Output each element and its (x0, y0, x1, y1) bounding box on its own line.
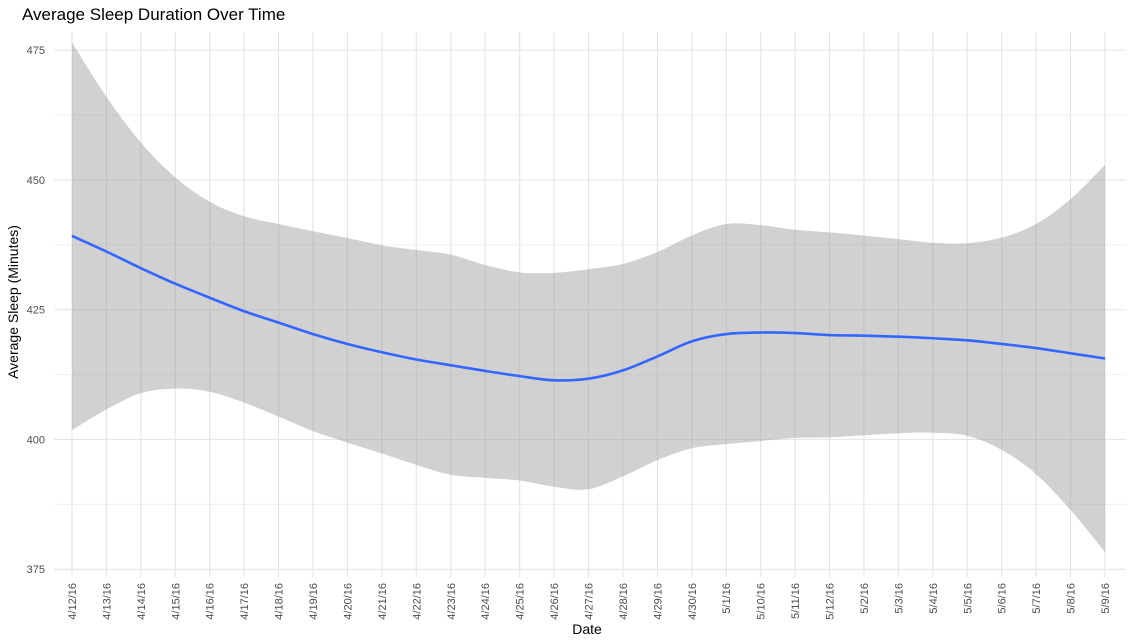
x-tick-label: 5/1/16 (721, 583, 733, 614)
chart-title: Average Sleep Duration Over Time (22, 5, 285, 24)
confidence-band-layer (72, 42, 1105, 553)
x-tick-label: 5/12/16 (825, 583, 837, 620)
x-tick-label: 5/3/16 (893, 583, 905, 614)
x-tick-label: 4/17/16 (239, 583, 251, 620)
x-tick-label: 4/19/16 (308, 583, 320, 620)
x-tick-label: 5/11/16 (790, 583, 802, 619)
y-tick-label: 450 (27, 175, 45, 187)
x-tick-label: 4/22/16 (411, 583, 423, 620)
y-axis-title: Average Sleep (Minutes) (5, 225, 21, 379)
x-tick-label: 5/5/16 (962, 583, 974, 614)
x-tick-label: 5/9/16 (1100, 583, 1112, 614)
x-tick-label: 4/28/16 (618, 583, 630, 620)
x-tick-label: 4/30/16 (687, 583, 699, 620)
trend-line-layer (71, 234, 1106, 382)
y-tick-label: 375 (27, 564, 45, 576)
x-tick-label: 4/29/16 (652, 583, 664, 620)
x-tick-label: 5/8/16 (1066, 583, 1078, 614)
x-tick-label: 5/10/16 (756, 583, 768, 620)
x-tick-label: 4/15/16 (170, 583, 182, 620)
x-tick-label: 4/14/16 (136, 583, 148, 620)
y-tick-label: 400 (27, 434, 45, 446)
x-tick-label: 5/4/16 (928, 583, 940, 614)
x-tick-label: 4/18/16 (274, 583, 286, 620)
grid (54, 32, 1126, 577)
x-tick-label: 4/21/16 (377, 583, 389, 620)
x-axis-ticks: 4/12/16 4/13/16 4/14/16 4/15/16 4/16/16 4/17/… (67, 583, 1112, 620)
x-tick-label: 4/23/16 (446, 583, 458, 620)
x-tick-label: 5/6/16 (997, 583, 1009, 614)
x-tick-label: 4/12/16 (67, 583, 79, 620)
x-tick-label: 4/27/16 (584, 583, 596, 620)
x-tick-label: 4/24/16 (480, 583, 492, 620)
x-axis-title: Date (572, 621, 602, 637)
x-tick-label: 5/7/16 (1031, 583, 1043, 614)
trend-line (71, 234, 1106, 382)
y-tick-label: 425 (27, 305, 45, 317)
x-tick-label: 4/25/16 (515, 583, 527, 620)
x-tick-label: 4/13/16 (101, 583, 113, 620)
x-tick-label: 4/16/16 (205, 583, 217, 620)
x-tick-label: 4/26/16 (549, 583, 561, 620)
x-tick-label: 5/2/16 (859, 583, 871, 614)
confidence-band (72, 42, 1105, 553)
x-tick-label: 4/20/16 (342, 583, 354, 620)
y-axis-ticks: 375 400 425 450 475 (27, 45, 45, 576)
y-tick-label: 475 (27, 45, 45, 57)
